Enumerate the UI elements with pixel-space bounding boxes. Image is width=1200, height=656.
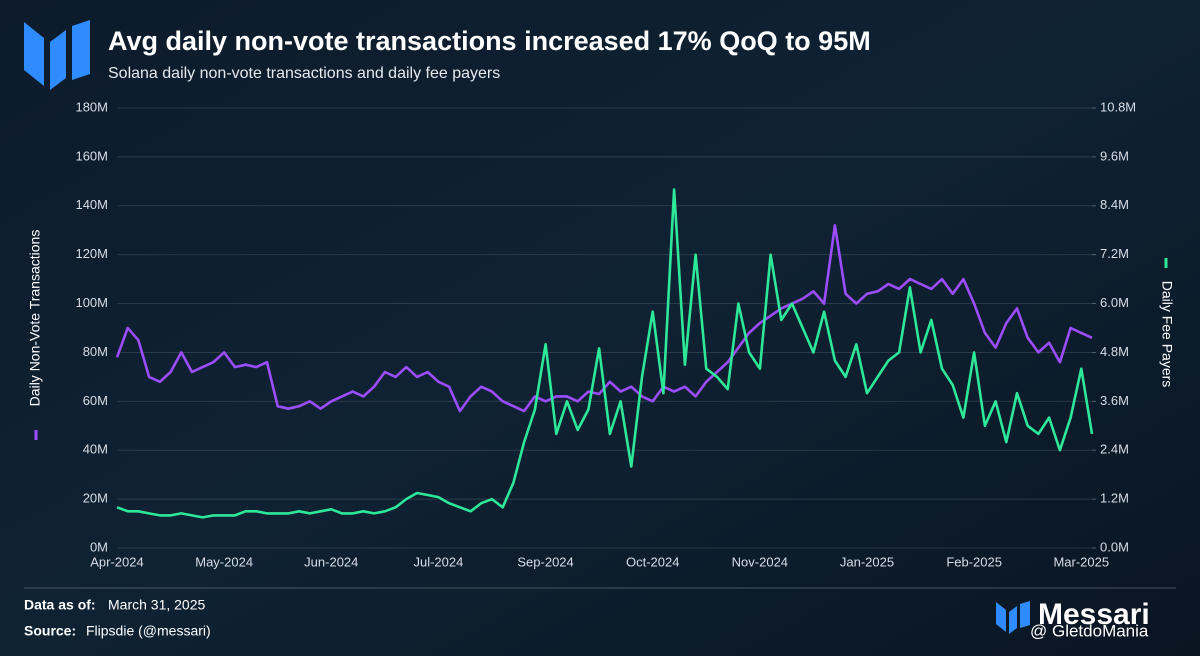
legend-right: Daily Fee Payers [1159, 258, 1175, 387]
y2-tick-label: 6.0M [1100, 295, 1129, 310]
logo [24, 20, 90, 90]
y2-tick-label: 8.4M [1100, 197, 1129, 212]
legend-left: Daily Non-Vote Transactions [27, 230, 43, 440]
plot: 0M 20M 40M 60M 80M 100M 120M 140M 160M 180M 0.0M 1.… [27, 99, 1176, 569]
y-tick-label: 40M [83, 442, 108, 457]
x-tick-label: Jul-2024 [413, 554, 463, 569]
footer-date-label: Data as of: [24, 597, 96, 613]
y-tick-label: 120M [75, 246, 108, 261]
watermark: @ GletdoMania [1030, 621, 1149, 640]
chart-title: Avg daily non-vote transactions increase… [108, 26, 871, 56]
y-tick-label: 100M [75, 295, 108, 310]
y-tick-label: 20M [83, 491, 108, 506]
legend-label: Daily Non-Vote Transactions [27, 230, 43, 407]
y2-tick-label: 1.2M [1100, 491, 1129, 506]
y-tick-label: 160M [75, 148, 108, 163]
footer-source: Flipsdie (@messari) [86, 623, 211, 639]
y-tick-label: 80M [83, 344, 108, 359]
x-tick-label: Apr-2024 [90, 554, 143, 569]
y2-tick-label: 3.6M [1100, 393, 1129, 408]
x-tick-label: Sep-2024 [517, 554, 573, 569]
brand-logo [996, 601, 1030, 634]
x-tick-label: Oct-2024 [626, 554, 679, 569]
x-tick-label: Jan-2025 [840, 554, 894, 569]
y2-tick-label: 0.0M [1100, 539, 1129, 554]
series-line [116, 188, 1094, 519]
y2-tick-label: 9.6M [1100, 148, 1129, 163]
y-tick-label: 0M [90, 539, 108, 554]
y-tick-label: 140M [75, 197, 108, 212]
y2-tick-label: 2.4M [1100, 442, 1129, 457]
y-tick-label: 180M [75, 99, 108, 114]
x-tick-label: Feb-2025 [946, 554, 1002, 569]
x-tick-label: Mar-2025 [1053, 554, 1109, 569]
x-tick-label: May-2024 [195, 554, 253, 569]
footer-source-label: Source: [24, 623, 76, 639]
chart-subtitle: Solana daily non-vote transactions and d… [108, 65, 500, 82]
x-tick-label: Jun-2024 [304, 554, 358, 569]
y2-tick-label: 4.8M [1100, 344, 1129, 359]
brand: Messari [1038, 598, 1150, 631]
y-tick-label: 60M [83, 393, 108, 408]
y2-tick-label: 7.2M [1100, 246, 1129, 261]
legend-label: Daily Fee Payers [1159, 281, 1175, 388]
footer-date: March 31, 2025 [108, 597, 205, 613]
x-tick-label: Nov-2024 [732, 554, 788, 569]
y2-tick-label: 10.8M [1100, 99, 1136, 114]
